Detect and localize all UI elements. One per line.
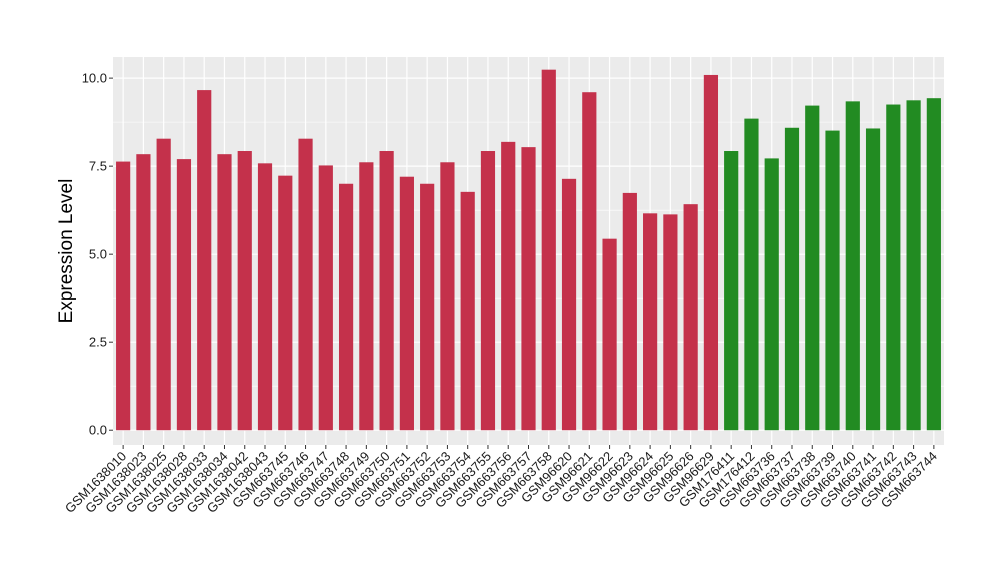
y-tick-label: 0.0 [89,423,107,438]
y-tick-label: 2.5 [89,335,107,350]
bar-GSM96625 [663,214,678,431]
bar-GSM663757 [521,147,536,431]
bar-GSM96622 [602,238,617,431]
bar-GSM663753 [440,162,455,431]
y-axis-title: Expression Level [56,179,77,324]
bar-GSM663754 [460,191,475,431]
y-tick-label: 10.0 [82,71,107,86]
bar-GSM663741 [865,128,881,431]
bar-GSM663756 [501,141,516,431]
bar-GSM663751 [399,176,414,431]
bar-GSM1638034 [217,154,232,431]
y-tick-label: 7.5 [89,159,107,174]
bar-GSM663749 [359,162,374,431]
y-axis: 0.0 2.5 5.0 7.5 10.0 [82,71,113,438]
bar-GSM96626 [683,204,698,431]
bar-GSM1638023 [136,154,151,431]
bar-GSM663736 [764,158,779,431]
bar-GSM1638042 [237,151,252,431]
bar-GSM663743 [906,100,921,431]
bar-GSM663752 [420,183,435,431]
y-tick-label: 5.0 [89,247,107,262]
bar-GSM663740 [845,101,860,431]
bar-GSM1638033 [197,90,212,431]
bar-GSM663744 [926,98,941,431]
bar-GSM1638025 [156,138,171,431]
bar-GSM96620 [561,178,577,431]
bar-GSM663747 [318,165,333,431]
bar-GSM96629 [703,74,719,431]
bar-GSM1638010 [116,161,131,431]
bar-GSM663739 [825,130,840,431]
bar-GSM96624 [643,213,658,431]
bar-GSM176411 [724,151,739,431]
bar-GSM663750 [379,151,394,431]
bar-GSM663745 [278,175,293,431]
bar-GSM1638028 [176,159,192,431]
x-axis: GSM1638010GSM1638023GSM1638025GSM1638028… [62,445,940,516]
bars [116,69,941,431]
bar-GSM663737 [784,127,800,431]
bar-GSM663746 [298,138,313,431]
bar-GSM96623 [622,192,637,431]
bar-GSM1638043 [257,163,273,431]
bar-GSM663738 [805,105,820,431]
bar-GSM663758 [541,69,556,431]
bar-GSM176412 [744,118,759,431]
bar-GSM96621 [582,92,597,431]
bar-GSM663742 [886,104,901,431]
bar-GSM663748 [338,183,354,431]
bar-GSM663755 [480,151,496,431]
